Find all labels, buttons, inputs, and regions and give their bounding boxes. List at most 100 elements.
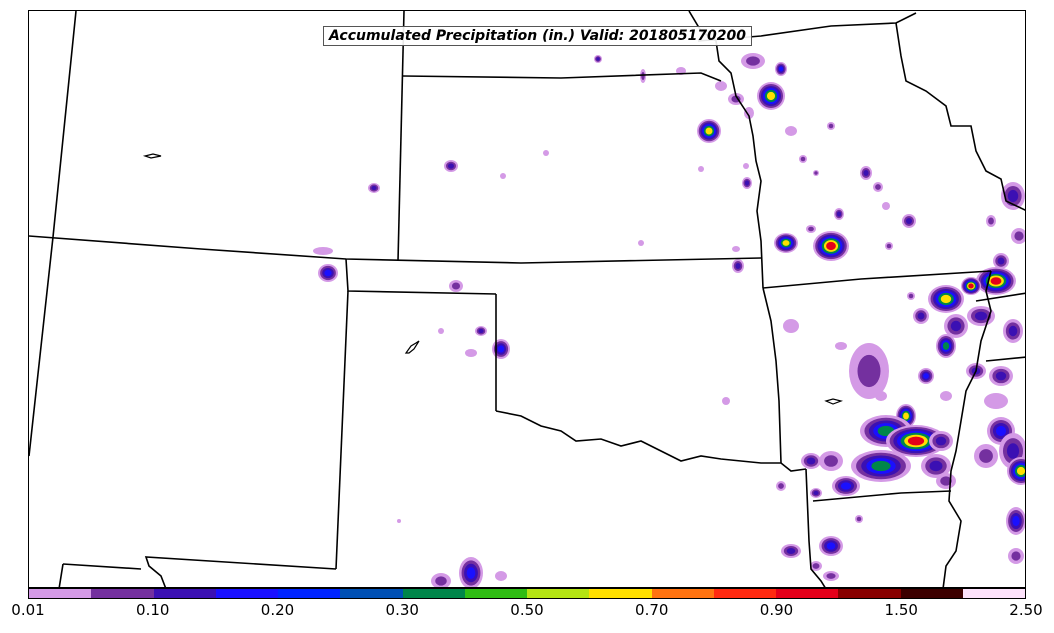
- precip-cell: [698, 166, 704, 172]
- precip-cell: [968, 283, 974, 289]
- precip-cell: [495, 571, 507, 581]
- precip-cell: [715, 81, 727, 91]
- precip-cell: [990, 277, 1002, 285]
- precip-cell: [371, 185, 377, 191]
- precipitation-field: [313, 53, 1025, 587]
- border-colorado-west: [29, 236, 54, 457]
- precip-cell: [905, 217, 913, 225]
- border-ne-ks-west: [397, 11, 405, 262]
- colorbar-swatch: [29, 589, 92, 598]
- precip-cell: [974, 311, 988, 321]
- precip-cell: [497, 345, 505, 353]
- precip-cell: [638, 240, 644, 246]
- precip-cell: [722, 397, 730, 405]
- lake-meredith: [404, 340, 420, 354]
- lake-mcconaughy: [142, 153, 162, 159]
- precip-cell: [744, 107, 754, 119]
- precip-cell: [907, 436, 925, 446]
- colorbar-swatch: [589, 589, 652, 598]
- border-miss-river-north: [895, 22, 1025, 211]
- precip-cell: [940, 294, 952, 304]
- border-ar-la: [812, 490, 952, 502]
- precip-cell: [903, 412, 909, 420]
- precip-cell: [826, 542, 836, 550]
- border-ok-panhandle-north: [345, 258, 497, 295]
- precip-cell: [995, 371, 1007, 381]
- precip-cell: [940, 391, 952, 401]
- colorbar-swatch: [278, 589, 341, 598]
- precip-cell: [451, 282, 461, 290]
- precip-cell: [929, 460, 943, 472]
- precip-cell: [785, 126, 797, 136]
- precip-cell: [500, 173, 506, 179]
- precip-cell: [826, 573, 836, 579]
- colorbar-swatch: [713, 589, 776, 598]
- border-nebraska-colorado-north: [52, 11, 77, 238]
- precip-cell: [886, 243, 892, 249]
- precip-cell: [735, 262, 741, 270]
- precip-cell: [875, 391, 887, 401]
- colorbar-tick-label: 2.50: [1009, 601, 1043, 619]
- colorbar-swatch: [153, 589, 216, 598]
- precip-cell: [917, 312, 925, 320]
- colorbar-swatch: [651, 589, 714, 598]
- map-title: Accumulated Precipitation (in.) Valid: 2…: [323, 26, 753, 46]
- precip-cell: [313, 247, 333, 255]
- precip-cell: [856, 516, 862, 522]
- precip-cell: [641, 71, 645, 81]
- precip-cell: [778, 66, 784, 72]
- map-plot-area: Accumulated Precipitation (in.) Valid: 2…: [28, 10, 1026, 588]
- colorbar-tick-labels: 0.01 0.10 0.20 0.30 0.50 0.70 0.90 1.50 2.50: [0, 601, 1054, 623]
- precip-cell: [875, 184, 881, 190]
- precip-cell: [732, 246, 740, 252]
- precip-cell: [814, 171, 818, 175]
- precip-cell: [935, 436, 947, 446]
- precip-cell: [806, 457, 816, 465]
- colorbar-swatch: [402, 589, 465, 598]
- precip-cell: [1016, 466, 1025, 476]
- precip-cell: [828, 123, 834, 129]
- border-miss-river-south: [942, 270, 992, 587]
- colorbar-swatch: [962, 589, 1025, 598]
- precip-cell: [942, 342, 950, 350]
- precip-cell: [997, 257, 1005, 265]
- precip-cell: [984, 393, 1008, 409]
- colorbar-tick-label: 0.30: [385, 601, 419, 619]
- precip-cell: [438, 328, 444, 334]
- colorbar-tick-label: 0.01: [11, 601, 45, 619]
- precip-cell: [979, 449, 993, 463]
- colorbar-tick-label: 0.90: [759, 601, 794, 619]
- precip-cell: [1012, 515, 1020, 527]
- colorbar-tick-label: 0.10: [136, 601, 170, 619]
- border-red-river: [495, 410, 807, 472]
- precip-cell: [743, 163, 749, 169]
- precip-cell: [705, 127, 713, 135]
- precip-cell: [835, 342, 847, 350]
- border-ok-east: [762, 287, 782, 464]
- lake-texoma: [824, 398, 844, 405]
- border-ok-panhandle-west: [335, 290, 349, 570]
- precip-cell: [596, 57, 600, 61]
- precip-cell: [863, 169, 869, 177]
- precip-cell: [908, 293, 914, 299]
- precip-cell: [800, 156, 806, 162]
- precip-cell: [543, 150, 549, 156]
- precip-cell: [940, 476, 952, 486]
- precip-cell: [1007, 189, 1019, 203]
- border-tx-ar: [805, 468, 826, 587]
- precip-cell: [857, 354, 881, 388]
- precip-cell: [824, 455, 838, 467]
- precip-cell: [766, 91, 776, 101]
- border-missouri-river: [688, 11, 764, 289]
- precip-cell: [840, 482, 852, 490]
- precip-cell: [397, 519, 401, 523]
- border-nm-south: [62, 563, 142, 570]
- border-ms: [985, 356, 1025, 362]
- border-mo-ar: [762, 270, 992, 289]
- precip-cell: [1011, 551, 1021, 561]
- precip-cell: [871, 460, 891, 472]
- precip-cell: [1014, 231, 1024, 241]
- precip-cell: [950, 320, 962, 332]
- precip-cell: [478, 328, 484, 334]
- colorbar-swatch: [900, 589, 963, 598]
